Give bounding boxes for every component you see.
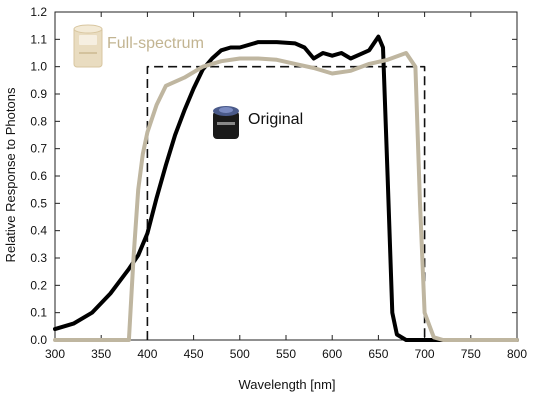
series-line-original [53, 34, 519, 342]
y-tick-label: 0.1 [30, 306, 47, 320]
x-tick-label: 600 [322, 347, 342, 361]
y-tick-label: 0.4 [30, 224, 47, 238]
y-tick-label: 0.3 [30, 251, 47, 265]
y-tick-label: 0.5 [30, 196, 47, 210]
legend-item-full-spectrum: Full-spectrum [73, 24, 204, 68]
x-axis-label: Wavelength [nm] [238, 377, 335, 392]
x-axis-ticks: 300 350 400 450 500 550 600 650 700 750 800 [45, 12, 527, 361]
original-sensor-icon [213, 106, 239, 139]
x-tick-label: 400 [137, 347, 157, 361]
full-spectrum-sensor-icon [73, 24, 103, 68]
series-line-full-spectrum [53, 51, 519, 342]
y-tick-label: 1.1 [30, 32, 47, 46]
x-tick-label: 550 [276, 347, 296, 361]
y-axis-ticks: 0.0 0.1 0.2 0.3 0.4 0.5 0.6 0.7 0.8 0.9 1.0 1.1 1.2 [30, 5, 517, 347]
y-tick-label: 1.2 [30, 5, 47, 19]
y-tick-label: 0.9 [30, 87, 47, 101]
series-layer [53, 34, 519, 342]
y-tick-label: 0.8 [30, 114, 47, 128]
y-tick-label: 0.6 [30, 169, 47, 183]
x-tick-label: 750 [461, 347, 481, 361]
y-axis-label: Relative Response to Photons [3, 87, 18, 262]
legend-item-original: Original [213, 106, 303, 139]
x-tick-label: 650 [368, 347, 388, 361]
y-tick-label: 0.0 [30, 333, 47, 347]
legend-label-full-spectrum: Full-spectrum [107, 35, 204, 52]
x-tick-label: 300 [45, 347, 65, 361]
y-tick-label: 0.7 [30, 142, 47, 156]
y-tick-label: 1.0 [30, 60, 47, 74]
x-tick-label: 800 [507, 347, 527, 361]
x-tick-label: 350 [91, 347, 111, 361]
x-tick-label: 700 [415, 347, 435, 361]
x-tick-label: 450 [184, 347, 204, 361]
x-tick-label: 500 [230, 347, 250, 361]
legend-label-original: Original [248, 111, 303, 128]
series-line-ideal [146, 65, 426, 340]
y-tick-label: 0.2 [30, 278, 47, 292]
